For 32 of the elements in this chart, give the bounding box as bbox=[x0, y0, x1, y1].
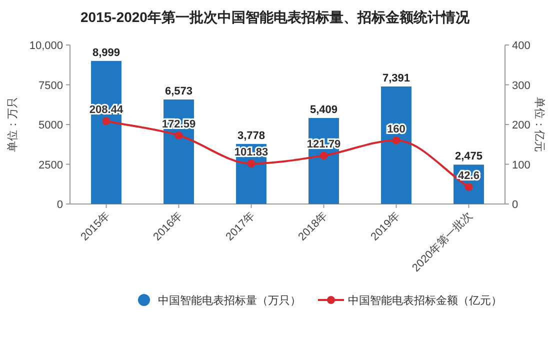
data-label: 6,573 bbox=[164, 85, 193, 98]
y2-tick-label: 300 bbox=[512, 80, 530, 92]
data-label: 5,409 bbox=[310, 104, 338, 116]
point bbox=[247, 160, 256, 168]
y2-tick-label: 200 bbox=[512, 120, 530, 132]
y-tick-label: 7500 bbox=[38, 80, 63, 92]
legend-label: 中国智能电表招标金额（亿元） bbox=[348, 294, 502, 307]
bar bbox=[91, 60, 122, 204]
data-label: 2,475 bbox=[454, 150, 483, 163]
bar bbox=[381, 86, 412, 204]
y2-tick-label: 0 bbox=[512, 199, 518, 211]
point bbox=[320, 152, 328, 160]
point bbox=[464, 183, 473, 192]
point bbox=[392, 136, 400, 144]
chart-title: 2015-2020年第一批次中国智能电表招标量、招标金额统计情况 bbox=[80, 9, 470, 25]
y2-tick-label: 100 bbox=[512, 159, 530, 172]
y-tick-label: 10,000 bbox=[29, 40, 63, 52]
y2-tick-label: 400 bbox=[512, 40, 530, 52]
legend-label: 中国智能电表招标量（万只） bbox=[158, 294, 301, 307]
y-tick-label: 2500 bbox=[38, 159, 63, 172]
y-axis-title: 单位：万只 bbox=[6, 97, 19, 152]
data-label: 7,391 bbox=[382, 72, 410, 84]
bar bbox=[164, 99, 194, 204]
point bbox=[174, 131, 183, 140]
data-label: 3,778 bbox=[237, 130, 266, 142]
point bbox=[102, 117, 110, 126]
data-label: 8,999 bbox=[92, 46, 120, 59]
data-label: 42.6 bbox=[458, 170, 480, 182]
y-tick-label: 5000 bbox=[38, 120, 63, 132]
y2-axis-title: 单位：亿元 bbox=[533, 97, 546, 152]
data-label: 160 bbox=[387, 123, 406, 136]
y-tick-label: 0 bbox=[56, 199, 63, 211]
